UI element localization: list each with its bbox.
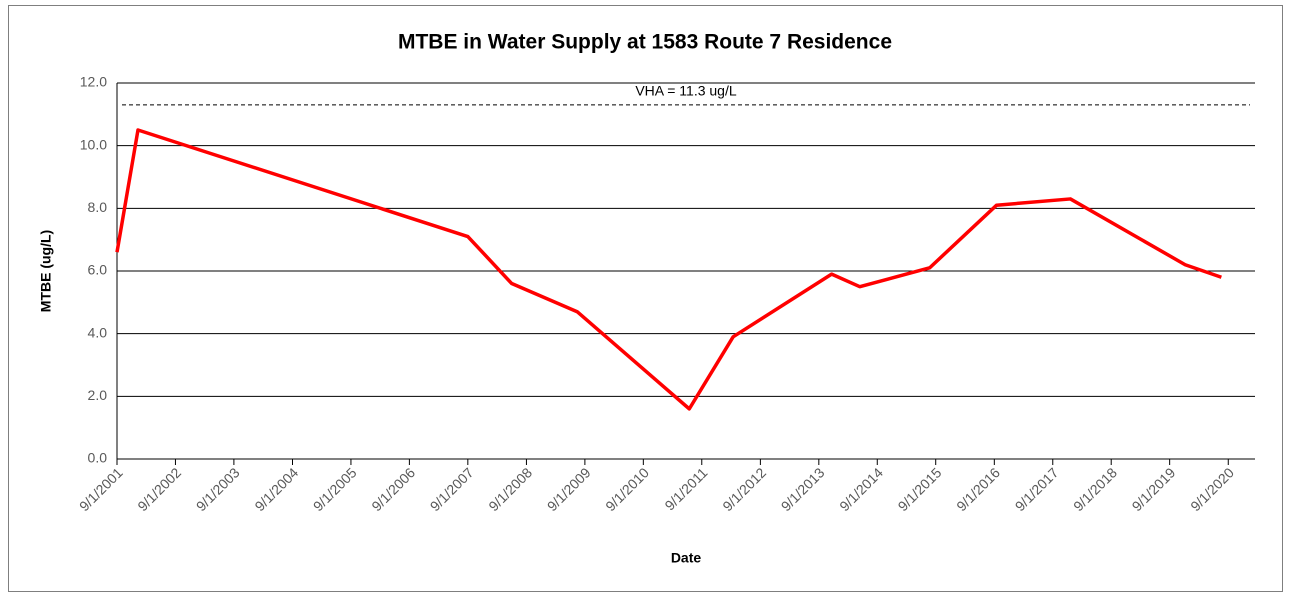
chart-border <box>8 5 1283 592</box>
x-axis-label: Date <box>671 550 702 566</box>
y-tick-label: 0.0 <box>88 450 108 466</box>
chart-title: MTBE in Water Supply at 1583 Route 7 Res… <box>398 31 892 54</box>
y-tick-label: 2.0 <box>88 387 108 403</box>
y-tick-label: 12.0 <box>80 74 107 90</box>
y-axis-label: MTBE (ug/L) <box>38 230 54 312</box>
y-tick-label: 4.0 <box>88 324 108 340</box>
data-line <box>115 128 1222 411</box>
y-tick-label: 8.0 <box>88 199 108 215</box>
reference-label: VHA = 11.3 ug/L <box>635 83 737 99</box>
y-tick-label: 10.0 <box>80 136 107 152</box>
y-tick-label: 6.0 <box>88 262 108 278</box>
